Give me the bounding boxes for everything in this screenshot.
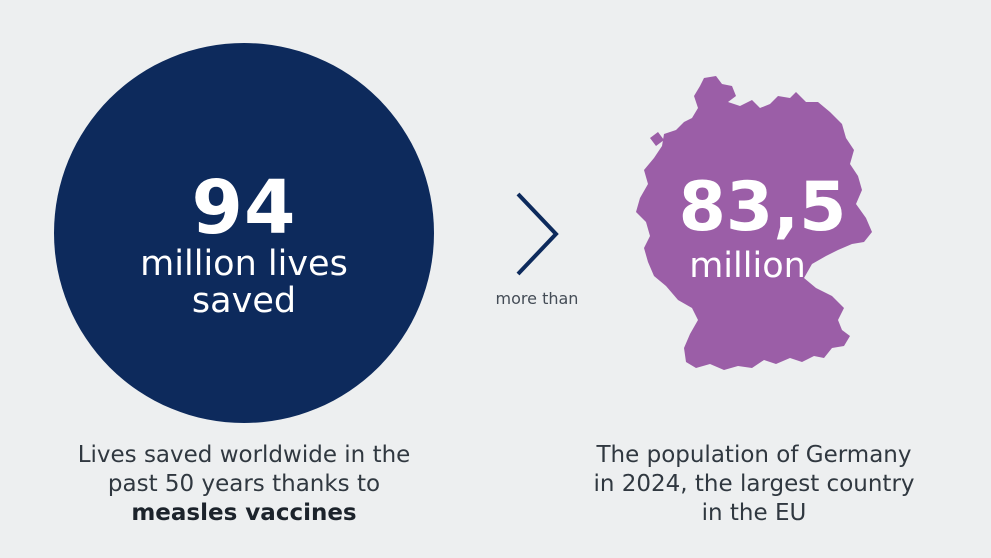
lives-saved-label-line2: saved bbox=[191, 281, 297, 321]
population-caption: The population of Germany in 2024, the l… bbox=[574, 441, 934, 528]
lives-saved-caption-line1: Lives saved worldwide in the bbox=[77, 442, 411, 468]
population-unit: million bbox=[689, 246, 806, 286]
population-caption-line3: in the EU bbox=[701, 500, 807, 526]
population-caption-line2: in 2024, the largest country bbox=[593, 471, 915, 497]
population-number: 83,5 bbox=[678, 168, 847, 247]
lives-saved-number: 94 bbox=[191, 165, 297, 251]
germany-map-icon bbox=[636, 76, 872, 370]
chevron-right-icon bbox=[516, 192, 559, 276]
measles-vaccines-text: measles vaccines bbox=[131, 500, 357, 526]
lives-saved-label: million lives saved bbox=[54, 246, 434, 320]
lives-saved-caption-bold: measles vaccines bbox=[64, 499, 424, 528]
comparison-label: more than bbox=[495, 289, 579, 308]
stat-circle bbox=[54, 43, 434, 423]
population-caption-line1: The population of Germany bbox=[596, 442, 912, 468]
lives-saved-caption: Lives saved worldwide in the past 50 yea… bbox=[64, 441, 424, 528]
lives-saved-label-line1: million lives bbox=[140, 244, 348, 284]
lives-saved-caption-line2: past 50 years thanks to bbox=[107, 471, 381, 497]
